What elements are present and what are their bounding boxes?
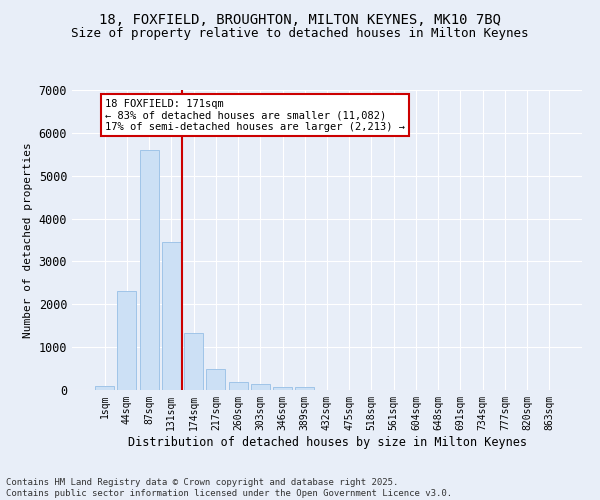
Y-axis label: Number of detached properties: Number of detached properties — [23, 142, 33, 338]
X-axis label: Distribution of detached houses by size in Milton Keynes: Distribution of detached houses by size … — [128, 436, 527, 448]
Bar — [95, 386, 114, 390]
Text: 18, FOXFIELD, BROUGHTON, MILTON KEYNES, MK10 7BQ: 18, FOXFIELD, BROUGHTON, MILTON KEYNES, … — [99, 12, 501, 26]
Bar — [206, 368, 225, 390]
Bar — [295, 388, 314, 390]
Bar — [273, 387, 292, 390]
Bar — [184, 334, 203, 390]
Text: Contains HM Land Registry data © Crown copyright and database right 2025.
Contai: Contains HM Land Registry data © Crown c… — [6, 478, 452, 498]
Bar — [140, 150, 158, 390]
Bar — [229, 382, 248, 390]
Bar — [251, 384, 270, 390]
Bar — [162, 242, 181, 390]
Bar — [118, 292, 136, 390]
Text: Size of property relative to detached houses in Milton Keynes: Size of property relative to detached ho… — [71, 28, 529, 40]
Text: 18 FOXFIELD: 171sqm
← 83% of detached houses are smaller (11,082)
17% of semi-de: 18 FOXFIELD: 171sqm ← 83% of detached ho… — [105, 98, 405, 132]
